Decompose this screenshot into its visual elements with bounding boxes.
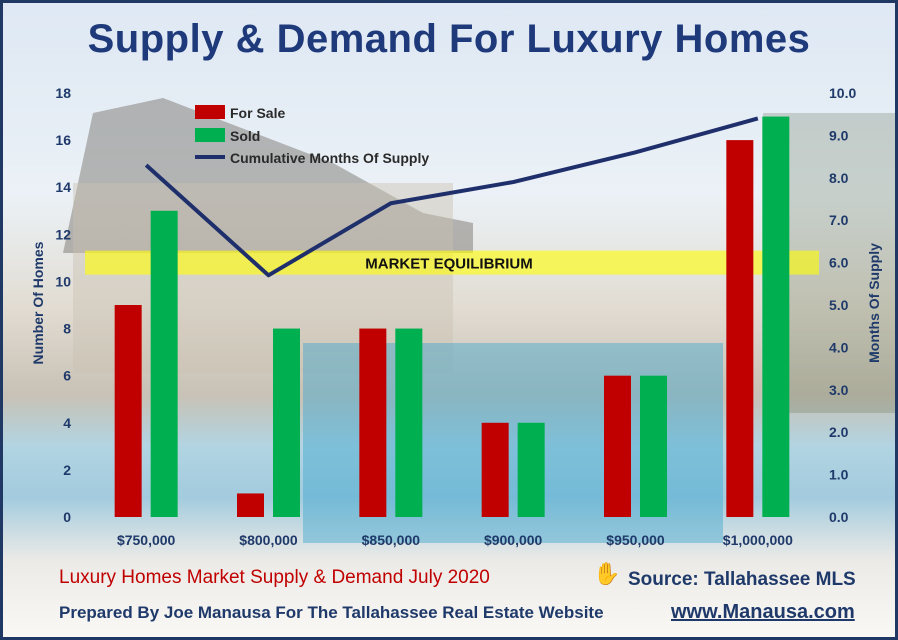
bar-sold-5 <box>640 375 667 517</box>
x-tick-label: $1,000,000 <box>723 532 793 548</box>
y2-tick-label: 4.0 <box>829 339 849 355</box>
source-label: Source: Tallahassee MLS <box>628 569 856 590</box>
bar-sold-3 <box>395 328 423 517</box>
y2-tick-label: 10.0 <box>829 85 856 101</box>
y2-tick-label: 5.0 <box>829 297 849 313</box>
y-axis-title: Number Of Homes <box>30 241 46 364</box>
equilibrium-band <box>85 250 819 275</box>
chart-svg: MARKET EQUILIBRIUM $750,000 $800,000 $850,… <box>30 85 882 548</box>
equilibrium-label: MARKET EQUILIBRIUM <box>365 256 533 273</box>
legend-label-for-sale: For Sale <box>230 105 285 121</box>
chart-title: Supply & Demand For Luxury Homes <box>87 17 811 61</box>
hand-icon: ✋ <box>593 561 621 586</box>
y-tick-label: 14 <box>55 179 71 195</box>
x-tick-label: $800,000 <box>239 532 298 548</box>
bar-for-sale-6 <box>726 140 754 517</box>
y2-tick-label: 6.0 <box>829 255 849 271</box>
y-tick-label: 0 <box>63 509 71 525</box>
x-tick-label: $900,000 <box>484 532 543 548</box>
y-tick-label: 18 <box>55 85 71 101</box>
y2-tick-label: 8.0 <box>829 170 849 186</box>
y-tick-label: 12 <box>55 226 71 242</box>
legend-swatch-for-sale <box>195 105 225 119</box>
bar-for-sale-4 <box>481 422 509 517</box>
x-tick-label: $750,000 <box>117 532 176 548</box>
y-tick-label: 16 <box>55 132 71 148</box>
y-tick-label: 2 <box>63 462 71 478</box>
x-tick-label: $950,000 <box>606 532 665 548</box>
bar-for-sale-5 <box>604 375 631 517</box>
y2-tick-label: 1.0 <box>829 467 849 483</box>
x-tick-label: $850,000 <box>362 532 421 548</box>
bar-for-sale-2 <box>237 493 264 517</box>
y2-axis-title: Months Of Supply <box>866 243 882 363</box>
y-tick-label: 6 <box>63 368 71 384</box>
y-tick-label: 8 <box>63 321 71 337</box>
bar-sold-2 <box>273 328 300 517</box>
bar-for-sale-1 <box>114 305 142 517</box>
y2-tick-label: 2.0 <box>829 424 849 440</box>
y2-tick-label: 7.0 <box>829 212 849 228</box>
bar-sold-1 <box>150 210 178 517</box>
website-link[interactable]: www.Manausa.com <box>671 601 855 623</box>
legend-swatch-sold <box>195 128 225 142</box>
legend-label-sold: Sold <box>230 128 260 144</box>
y2-tick-label: 9.0 <box>829 127 849 143</box>
footer-credit: Prepared By Joe Manausa For The Tallahas… <box>59 603 604 622</box>
y-tick-label: 10 <box>55 273 71 289</box>
y2-tick-label: 0.0 <box>829 509 849 525</box>
y2-tick-label: 3.0 <box>829 382 849 398</box>
bar-sold-6 <box>762 116 790 518</box>
months-supply-line <box>144 116 759 278</box>
footer-title: Luxury Homes Market Supply & Demand July… <box>59 567 490 588</box>
legend: For Sale Sold Cumulative Months Of Suppl… <box>195 105 429 166</box>
bar-for-sale-3 <box>359 328 387 517</box>
legend-label-line: Cumulative Months Of Supply <box>230 150 429 166</box>
y-tick-label: 4 <box>63 415 71 431</box>
bar-sold-4 <box>517 422 545 517</box>
